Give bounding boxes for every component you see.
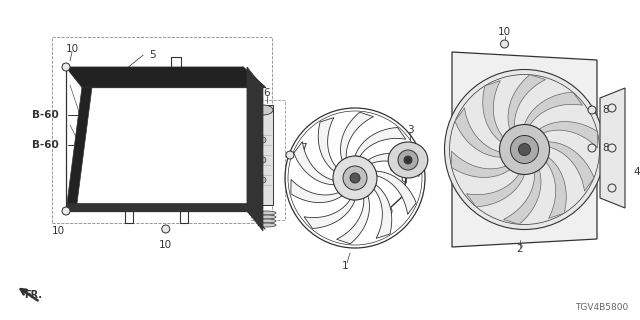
Ellipse shape bbox=[253, 105, 273, 115]
Polygon shape bbox=[253, 105, 273, 205]
Text: 5: 5 bbox=[149, 50, 156, 60]
Text: 8: 8 bbox=[603, 105, 609, 115]
Text: B-60: B-60 bbox=[32, 110, 59, 120]
Text: TGV4B5800: TGV4B5800 bbox=[575, 303, 628, 312]
Polygon shape bbox=[66, 203, 247, 211]
Circle shape bbox=[260, 137, 266, 143]
Polygon shape bbox=[368, 153, 419, 177]
Circle shape bbox=[518, 143, 531, 156]
Ellipse shape bbox=[388, 142, 428, 178]
Ellipse shape bbox=[258, 215, 276, 219]
Circle shape bbox=[260, 157, 266, 163]
Polygon shape bbox=[539, 122, 598, 148]
Circle shape bbox=[162, 225, 170, 233]
Text: FR.: FR. bbox=[24, 290, 42, 300]
Polygon shape bbox=[504, 170, 541, 224]
Polygon shape bbox=[508, 75, 545, 129]
Polygon shape bbox=[294, 141, 334, 185]
Polygon shape bbox=[455, 108, 500, 157]
Text: 8: 8 bbox=[603, 143, 609, 153]
Circle shape bbox=[398, 150, 418, 170]
Text: 10: 10 bbox=[159, 240, 172, 250]
Circle shape bbox=[445, 69, 605, 229]
Circle shape bbox=[62, 63, 70, 71]
Circle shape bbox=[63, 207, 70, 214]
Circle shape bbox=[404, 156, 412, 164]
Text: B-60: B-60 bbox=[32, 140, 59, 150]
Circle shape bbox=[63, 63, 70, 70]
Polygon shape bbox=[452, 52, 597, 247]
Polygon shape bbox=[374, 185, 392, 238]
Text: 10: 10 bbox=[65, 44, 79, 54]
Ellipse shape bbox=[258, 223, 276, 227]
Polygon shape bbox=[546, 157, 566, 219]
Circle shape bbox=[588, 144, 596, 152]
Polygon shape bbox=[451, 151, 510, 177]
Ellipse shape bbox=[258, 211, 276, 215]
Circle shape bbox=[608, 184, 616, 192]
Circle shape bbox=[260, 177, 266, 183]
Text: 6: 6 bbox=[264, 88, 270, 98]
Text: 4: 4 bbox=[634, 167, 640, 177]
Circle shape bbox=[286, 151, 294, 159]
Polygon shape bbox=[600, 88, 625, 208]
Polygon shape bbox=[337, 196, 369, 244]
Polygon shape bbox=[247, 67, 263, 231]
Polygon shape bbox=[66, 87, 92, 211]
Circle shape bbox=[588, 106, 596, 114]
Circle shape bbox=[499, 124, 550, 174]
Circle shape bbox=[608, 104, 616, 112]
Polygon shape bbox=[340, 112, 373, 160]
Text: 1: 1 bbox=[342, 261, 348, 271]
Polygon shape bbox=[525, 92, 582, 125]
Circle shape bbox=[608, 144, 616, 152]
Ellipse shape bbox=[258, 219, 276, 223]
Text: 10: 10 bbox=[498, 27, 511, 37]
Text: 2: 2 bbox=[516, 244, 523, 254]
Polygon shape bbox=[355, 128, 406, 156]
Polygon shape bbox=[318, 117, 336, 171]
Polygon shape bbox=[304, 199, 355, 228]
Polygon shape bbox=[376, 171, 416, 214]
Circle shape bbox=[350, 173, 360, 183]
Polygon shape bbox=[467, 174, 525, 207]
Text: 7: 7 bbox=[300, 143, 307, 153]
Text: 9: 9 bbox=[401, 177, 407, 187]
Polygon shape bbox=[548, 142, 594, 191]
Circle shape bbox=[333, 156, 377, 200]
Circle shape bbox=[62, 207, 70, 215]
Circle shape bbox=[511, 135, 538, 164]
Circle shape bbox=[500, 40, 509, 48]
Text: 3: 3 bbox=[406, 125, 413, 135]
Circle shape bbox=[343, 166, 367, 190]
Polygon shape bbox=[66, 67, 265, 87]
Circle shape bbox=[390, 164, 397, 172]
Polygon shape bbox=[291, 180, 342, 203]
Polygon shape bbox=[483, 81, 503, 142]
Text: 10: 10 bbox=[51, 226, 65, 236]
